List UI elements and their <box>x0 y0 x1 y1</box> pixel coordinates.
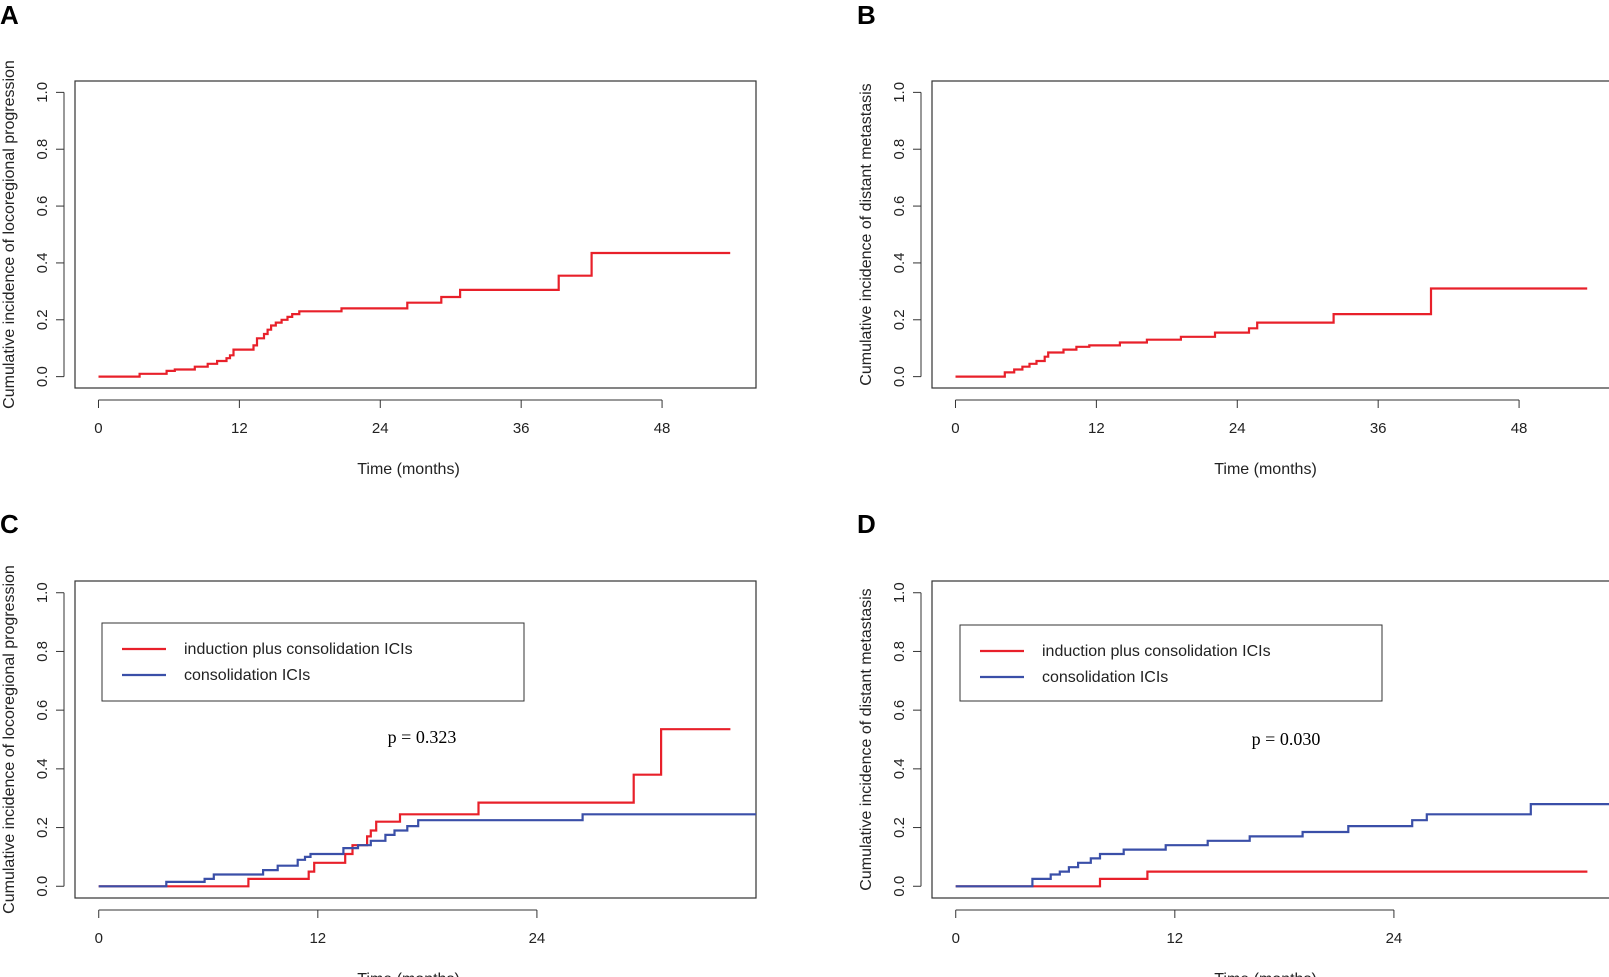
x-tick-label: 12 <box>1166 930 1183 947</box>
panel-letter: B <box>857 0 876 30</box>
y-tick-label: 0.6 <box>34 196 51 217</box>
panel-d: D 0.0 0.2 0.4 0.6 0.8 1.0 0 12 24 Time (months) Cum… <box>857 509 1609 977</box>
y-tick-label: 0.6 <box>891 700 908 721</box>
y-tick-label: 1.0 <box>891 82 908 103</box>
y-tick-label: 0.0 <box>34 366 51 387</box>
legend-box <box>959 624 1383 702</box>
plot-frame <box>74 80 757 389</box>
x-axis-title: Time (months) <box>357 461 460 478</box>
y-tick-label: 0.8 <box>891 641 908 662</box>
legend-label: induction plus consolidation ICIs <box>184 641 413 658</box>
x-tick-label: 12 <box>1088 420 1105 437</box>
x-tick-label: 24 <box>1386 930 1403 947</box>
y-tick-label: 0.4 <box>34 252 51 273</box>
legend-label: consolidation ICIs <box>184 667 310 684</box>
x-tick-label: 0 <box>94 420 102 437</box>
y-tick-label: 0.4 <box>891 758 908 779</box>
series-line-consolidation-icis <box>955 802 1609 888</box>
p-value-annotation: p = 0.030 <box>1252 729 1321 749</box>
x-tick-label: 12 <box>309 930 326 947</box>
legend-label: induction plus consolidation ICIs <box>1042 643 1271 660</box>
y-tick-label: 0.8 <box>891 139 908 160</box>
x-tick-label: 0 <box>952 930 960 947</box>
series-line-all <box>955 287 1588 378</box>
x-tick-label: 24 <box>372 420 389 437</box>
y-tick-label: 1.0 <box>34 82 51 103</box>
panel-letter: D <box>857 509 876 539</box>
x-tick-label: 24 <box>1229 420 1246 437</box>
y-tick-label: 0.0 <box>34 876 51 897</box>
x-tick-label: 48 <box>1511 420 1528 437</box>
y-axis-title: Cumulative incidence of locoregional pro… <box>1 565 18 914</box>
y-tick-label: 0.8 <box>34 139 51 160</box>
x-axis-title: Time (months) <box>1214 461 1317 478</box>
series-line-consolidation-icis <box>98 813 756 888</box>
y-tick-label: 0.6 <box>34 700 51 721</box>
panel-letter: C <box>0 509 19 539</box>
plot-frame <box>931 80 1609 389</box>
y-axis-title: Cumulative incidence of locoregional pro… <box>1 60 18 409</box>
legend: induction plus consolidation ICIs consoli… <box>959 624 1383 702</box>
x-tick-label: 0 <box>951 420 959 437</box>
legend-label: consolidation ICIs <box>1042 669 1168 686</box>
y-tick-label: 0.2 <box>34 309 51 330</box>
y-tick-label: 0.6 <box>891 196 908 217</box>
x-axis-title: Time (months) <box>1214 971 1317 977</box>
y-axis-title: Cumulative incidence of distant metastas… <box>858 588 875 890</box>
x-tick-label: 0 <box>95 930 103 947</box>
series-line-all <box>98 251 731 378</box>
y-tick-label: 0.0 <box>891 366 908 387</box>
panel-b: B 0.0 0.2 0.4 0.6 0.8 1.0 0 12 24 36 48 Time (months… <box>857 0 1609 478</box>
plot-frame <box>931 580 1609 899</box>
y-tick-label: 0.2 <box>34 817 51 838</box>
x-tick-label: 24 <box>529 930 546 947</box>
y-tick-label: 0.2 <box>891 817 908 838</box>
y-tick-label: 0.0 <box>891 876 908 897</box>
panel-c: C 0.0 0.2 0.4 0.6 0.8 1.0 0 12 24 Time (months) Cum… <box>0 509 757 977</box>
p-value-annotation: p = 0.323 <box>388 727 457 747</box>
x-tick-label: 48 <box>654 420 671 437</box>
x-axis-title: Time (months) <box>357 971 460 977</box>
x-tick-label: 36 <box>1370 420 1387 437</box>
series-line-induction-plus-consolidation-icis <box>98 728 731 888</box>
legend-box <box>101 622 525 702</box>
series-line-induction-plus-consolidation-icis <box>955 870 1588 888</box>
x-tick-label: 36 <box>513 420 530 437</box>
x-tick-label: 12 <box>231 420 248 437</box>
y-tick-label: 0.2 <box>891 309 908 330</box>
panel-a: A 0.0 0.2 0.4 0.6 0.8 1.0 0 12 24 36 48 Time (months… <box>0 0 757 478</box>
legend: induction plus consolidation ICIs consoli… <box>101 622 525 702</box>
y-tick-label: 0.4 <box>891 252 908 273</box>
y-tick-label: 1.0 <box>891 582 908 603</box>
panel-letter: A <box>0 0 19 30</box>
plot-frame <box>74 580 757 899</box>
y-tick-label: 1.0 <box>34 582 51 603</box>
y-axis-title: Cumulative incidence of distant metastas… <box>858 83 875 385</box>
y-tick-label: 0.8 <box>34 641 51 662</box>
y-tick-label: 0.4 <box>34 758 51 779</box>
